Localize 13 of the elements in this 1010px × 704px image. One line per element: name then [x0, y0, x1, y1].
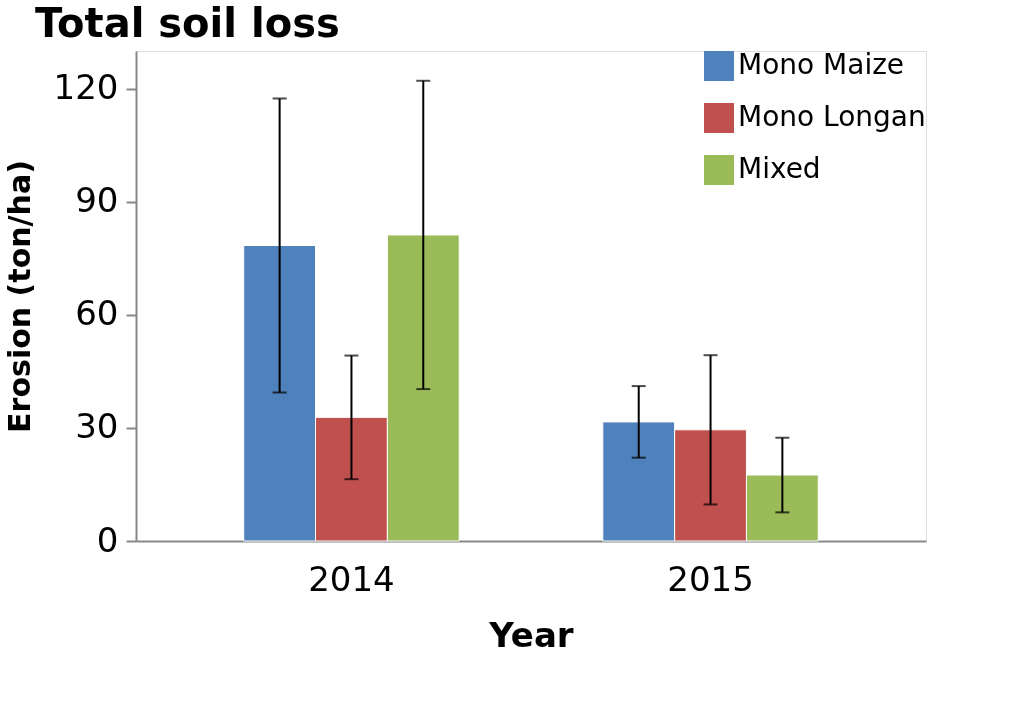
x-tick-label: 2015 [667, 558, 754, 599]
y-axis-title: Erosion (ton/ha) [1, 160, 37, 433]
y-tick-label: 90 [75, 180, 119, 221]
x-axis-title: Year [488, 614, 574, 655]
legend-label: Mono Longan [738, 100, 926, 133]
y-tick-label: 120 [53, 67, 119, 108]
y-tick-label: 0 [96, 519, 119, 560]
x-tick-label: 2014 [308, 558, 395, 599]
y-tick-label: 60 [75, 293, 119, 334]
chart-title: Total soil loss [35, 0, 340, 46]
legend-label: Mixed [738, 152, 821, 185]
legend-label: Mono Maize [738, 48, 905, 81]
y-tick-label: 30 [75, 406, 119, 447]
